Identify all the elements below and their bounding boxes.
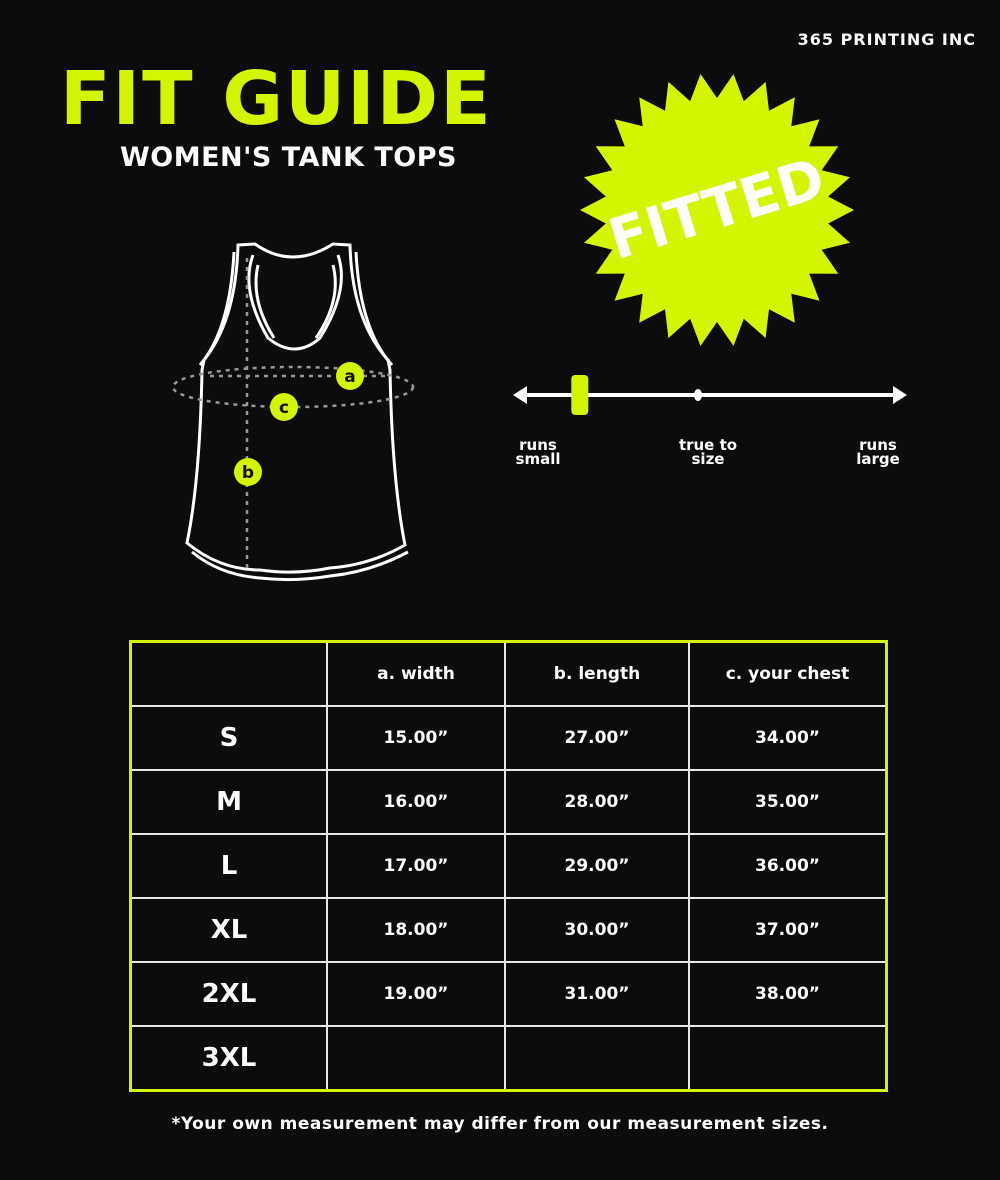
length-value: 30.00”	[504, 897, 690, 963]
tank-top-diagram: a c b	[171, 242, 415, 582]
size-chart-table: a. width b. length c. your chest S 15.00”…	[129, 640, 888, 1092]
header-length: b. length	[504, 640, 690, 707]
header-width: a. width	[326, 640, 506, 707]
header-cell	[129, 640, 328, 707]
brand-name: 365 PRINTING INC	[797, 30, 976, 49]
chest-value: 36.00”	[688, 833, 888, 899]
marker-b-label: b	[242, 463, 254, 483]
fit-scale	[513, 375, 907, 415]
size-label: S	[129, 705, 328, 771]
header-chest: c. your chest	[688, 640, 888, 707]
size-label: 2XL	[129, 961, 328, 1027]
marker-a: a	[336, 362, 364, 390]
width-value: 18.00”	[326, 897, 506, 963]
width-value: 19.00”	[326, 961, 506, 1027]
width-value: 17.00”	[326, 833, 506, 899]
page-subtitle: WOMEN'S TANK TOPS	[120, 142, 457, 173]
chest-value: 34.00”	[688, 705, 888, 771]
size-label: 3XL	[129, 1025, 328, 1092]
fitted-badge: FITTED	[580, 74, 854, 346]
table-row: M 16.00” 28.00” 35.00”	[129, 769, 888, 835]
page-title: FIT GUIDE	[60, 56, 493, 142]
size-label: L	[129, 833, 328, 899]
length-value: 27.00”	[504, 705, 690, 771]
width-value: 15.00”	[326, 705, 506, 771]
marker-c: c	[270, 393, 298, 421]
table-row: 3XL	[129, 1025, 888, 1092]
marker-c-label: c	[279, 398, 289, 418]
width-value	[326, 1025, 506, 1092]
table-row: L 17.00” 29.00” 36.00”	[129, 833, 888, 899]
starburst-shape	[580, 74, 854, 346]
table-row: XL 18.00” 30.00” 37.00”	[129, 897, 888, 963]
length-value	[504, 1025, 690, 1092]
label-runs-small: runs small	[515, 436, 561, 468]
length-value: 28.00”	[504, 769, 690, 835]
label-true-to-size: true to size	[678, 436, 738, 468]
chest-value: 35.00”	[688, 769, 888, 835]
footnote: *Your own measurement may differ from ou…	[171, 1114, 829, 1134]
marker-b: b	[234, 458, 262, 486]
size-label: XL	[129, 897, 328, 963]
label-runs-large: runs large	[856, 436, 900, 468]
arrow-right-icon	[893, 386, 907, 404]
table-row: S 15.00” 27.00” 34.00”	[129, 705, 888, 771]
true-to-size-tick	[694, 389, 702, 401]
fit-marker	[571, 375, 589, 415]
table-header-row: a. width b. length c. your chest	[129, 640, 888, 707]
marker-a-label: a	[344, 367, 355, 387]
size-label: M	[129, 769, 328, 835]
arrow-left-icon	[513, 386, 527, 404]
chest-value: 37.00”	[688, 897, 888, 963]
chest-value	[688, 1025, 888, 1092]
width-value: 16.00”	[326, 769, 506, 835]
length-value: 31.00”	[504, 961, 690, 1027]
chest-value: 38.00”	[688, 961, 888, 1027]
table-row: 2XL 19.00” 31.00” 38.00”	[129, 961, 888, 1027]
length-value: 29.00”	[504, 833, 690, 899]
